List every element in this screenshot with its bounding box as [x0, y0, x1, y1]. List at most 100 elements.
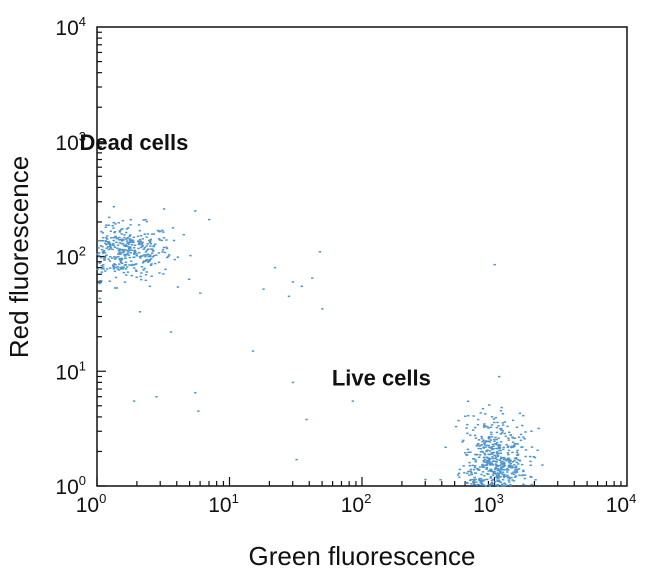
data-point: [468, 474, 471, 476]
data-point: [147, 239, 151, 242]
data-point: [490, 463, 494, 466]
data-point: [519, 439, 523, 442]
data-point: [485, 468, 488, 470]
data-point: [507, 465, 510, 468]
data-point: [497, 469, 501, 472]
data-point: [107, 216, 111, 219]
data-point: [512, 480, 516, 482]
data-points: [96, 205, 544, 487]
data-point: [105, 247, 108, 249]
data-point: [492, 418, 496, 420]
data-point: [150, 233, 154, 235]
data-point: [484, 425, 488, 427]
data-point: [495, 431, 499, 434]
data-point: [491, 457, 495, 460]
plot-frame: [96, 26, 628, 487]
data-point: [100, 264, 103, 267]
data-point: [97, 252, 101, 254]
data-point: [484, 478, 487, 481]
data-point: [109, 255, 112, 258]
data-point: [482, 484, 485, 486]
data-point: [168, 254, 171, 256]
data-point: [151, 248, 154, 250]
data-point: [118, 258, 122, 260]
data-point: [122, 251, 125, 253]
data-point: [129, 260, 133, 262]
data-point: [462, 465, 465, 467]
data-point: [491, 474, 495, 476]
data-point: [197, 410, 200, 412]
data-point: [483, 452, 486, 455]
data-point: [112, 236, 115, 239]
data-point: [152, 245, 155, 248]
data-point: [490, 479, 494, 482]
data-point: [120, 240, 124, 242]
data-point: [515, 457, 518, 459]
data-point: [488, 461, 492, 463]
data-point: [489, 426, 493, 429]
data-point: [135, 253, 138, 255]
data-point: [503, 483, 507, 485]
data-point: [510, 465, 514, 467]
data-point: [173, 258, 177, 261]
data-point: [97, 254, 101, 257]
data-point: [105, 268, 109, 270]
data-point: [496, 484, 500, 487]
data-point: [510, 476, 513, 479]
data-point: [494, 457, 497, 460]
data-point: [500, 485, 504, 487]
data-point: [495, 447, 498, 450]
data-point: [502, 462, 505, 465]
data-point: [135, 270, 138, 273]
data-point: [496, 444, 499, 446]
x-tick-label: 102: [341, 491, 372, 517]
data-point: [503, 473, 506, 476]
data-point: [119, 261, 123, 264]
data-point: [522, 483, 525, 486]
data-point: [166, 256, 169, 259]
data-point: [142, 254, 146, 256]
data-point: [113, 287, 117, 289]
data-point: [102, 268, 105, 270]
data-point: [483, 426, 486, 428]
data-point: [485, 466, 489, 469]
data-point: [497, 479, 501, 482]
data-point: [475, 481, 478, 483]
data-point: [145, 220, 149, 223]
data-point: [140, 272, 143, 274]
data-point: [499, 410, 503, 412]
data-point: [487, 459, 491, 462]
data-point: [162, 273, 165, 275]
data-point: [152, 249, 155, 252]
data-point: [128, 235, 131, 237]
data-point: [509, 484, 512, 487]
tick-labels: 100 101 102 103 104 100 101 102 103 104: [55, 14, 636, 517]
data-point: [516, 449, 519, 452]
data-point: [483, 454, 487, 456]
data-point: [505, 443, 508, 446]
data-point: [131, 239, 134, 241]
data-point: [499, 470, 502, 472]
data-point: [508, 458, 511, 461]
data-point: [467, 414, 470, 417]
data-point: [133, 256, 136, 258]
data-point: [128, 239, 132, 241]
data-point: [112, 227, 115, 229]
data-point: [481, 451, 485, 453]
data-point: [118, 242, 122, 244]
data-point: [502, 456, 506, 459]
data-point: [480, 437, 484, 440]
data-point: [176, 256, 180, 258]
data-point: [471, 429, 475, 431]
data-point: [488, 483, 491, 486]
data-point: [291, 281, 295, 283]
data-point: [152, 254, 156, 257]
data-point: [502, 476, 506, 479]
data-point: [137, 243, 141, 246]
data-point: [487, 457, 491, 459]
data-point: [502, 448, 505, 451]
data-point: [132, 253, 136, 255]
data-point: [511, 436, 514, 438]
data-point: [129, 247, 132, 249]
data-point: [478, 478, 481, 481]
